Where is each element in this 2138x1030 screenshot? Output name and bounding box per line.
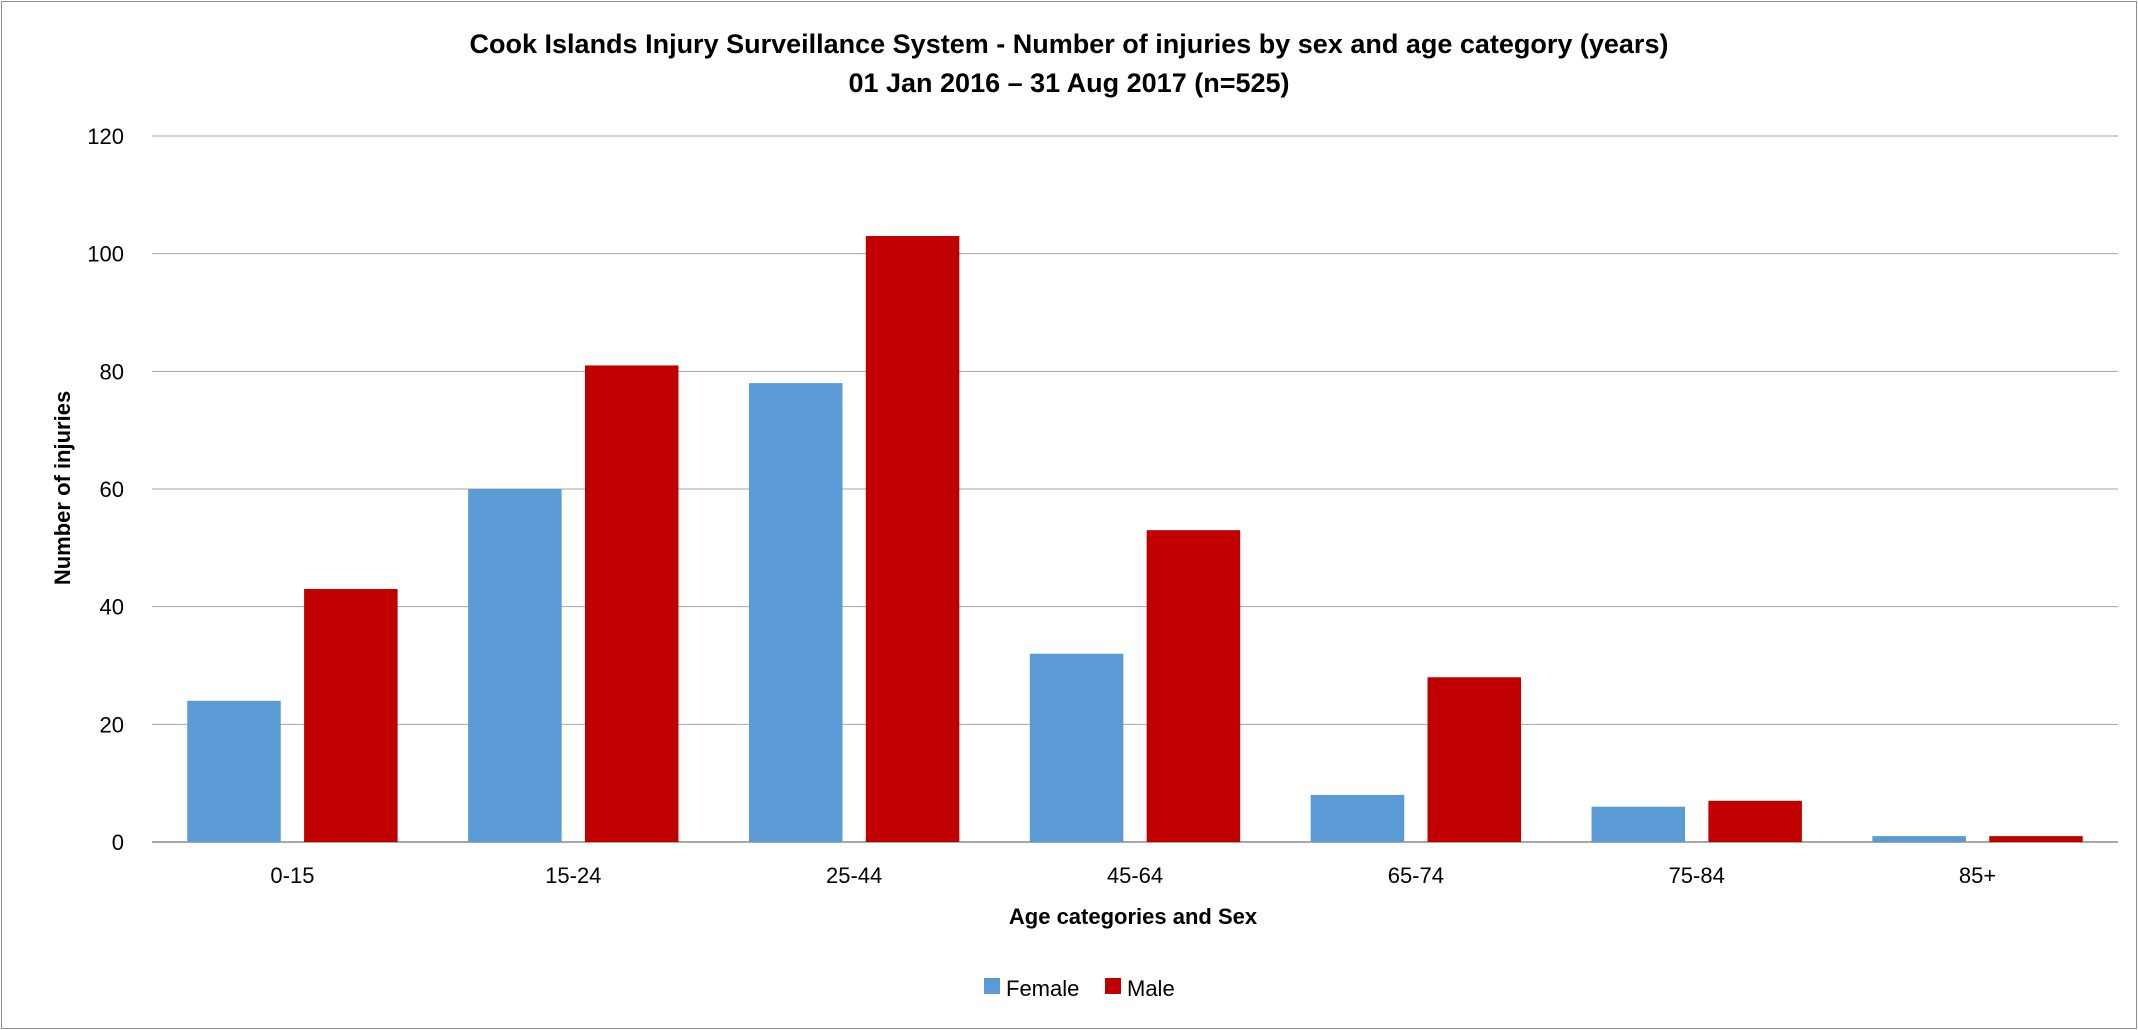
x-tick-label: 75-84 xyxy=(1669,863,1725,888)
bar-female-75-84 xyxy=(1591,806,1686,842)
bar-female-45-64 xyxy=(1029,653,1124,842)
bars xyxy=(187,236,2083,842)
x-tick-label: 45-64 xyxy=(1107,863,1163,888)
y-tick-label: 20 xyxy=(100,712,124,737)
y-tick-label: 100 xyxy=(87,242,124,267)
bar-female-85+ xyxy=(1872,836,1966,842)
bar-female-15-24 xyxy=(468,489,562,842)
x-tick-label: 25-44 xyxy=(826,863,882,888)
legend-swatch-male xyxy=(1105,978,1121,994)
legend-label-female: Female xyxy=(1006,976,1079,1001)
x-tick-label: 15-24 xyxy=(545,863,601,888)
legend-swatch-female xyxy=(984,978,1000,994)
bar-female-0-15 xyxy=(187,700,281,842)
bar-male-45-64 xyxy=(1146,530,1241,842)
x-tick-label: 65-74 xyxy=(1388,863,1444,888)
chart-subtitle: 01 Jan 2016 – 31 Aug 2017 (n=525) xyxy=(848,68,1289,98)
y-tick-label: 60 xyxy=(100,477,124,502)
x-tick-label: 0-15 xyxy=(270,863,314,888)
y-axis-ticks: 0 20 40 60 80 100 120 xyxy=(87,124,124,855)
chart-title: Cook Islands Injury Surveillance System … xyxy=(470,29,1669,59)
gridlines xyxy=(152,135,2118,843)
y-axis-title: Number of injuries xyxy=(50,391,75,585)
bar-male-85+ xyxy=(1989,836,2083,842)
y-tick-label: 40 xyxy=(100,595,124,620)
bar-male-25-44 xyxy=(865,236,960,842)
bar-male-15-24 xyxy=(584,365,679,842)
bar-male-0-15 xyxy=(304,589,398,842)
bar-male-65-74 xyxy=(1427,677,1522,842)
legend: Female Male xyxy=(984,976,1175,1001)
y-tick-label: 80 xyxy=(100,359,124,384)
legend-label-male: Male xyxy=(1127,976,1175,1001)
bar-female-65-74 xyxy=(1310,794,1405,842)
x-axis-title: Age categories and Sex xyxy=(1009,904,1258,929)
y-tick-label: 0 xyxy=(112,830,124,855)
x-tick-label: 85+ xyxy=(1959,863,1996,888)
bar-female-25-44 xyxy=(748,383,843,842)
y-tick-label: 120 xyxy=(87,124,124,149)
bar-male-75-84 xyxy=(1708,800,1802,842)
x-axis-ticks: 0-15 15-24 25-44 45-64 65-74 75-84 85+ xyxy=(270,863,1996,888)
